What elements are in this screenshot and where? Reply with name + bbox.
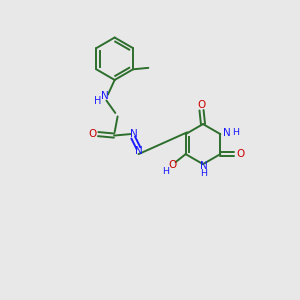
Text: N: N xyxy=(130,129,137,139)
Text: H: H xyxy=(232,128,239,137)
Text: O: O xyxy=(236,149,244,159)
Text: N: N xyxy=(135,146,143,156)
Text: H: H xyxy=(162,167,169,176)
Text: H: H xyxy=(94,95,102,106)
Text: O: O xyxy=(197,100,206,110)
Text: N: N xyxy=(223,128,230,138)
Text: O: O xyxy=(89,129,97,139)
Text: H: H xyxy=(200,169,207,178)
Text: N: N xyxy=(200,160,208,171)
Text: O: O xyxy=(169,160,177,170)
Text: N: N xyxy=(101,92,109,101)
